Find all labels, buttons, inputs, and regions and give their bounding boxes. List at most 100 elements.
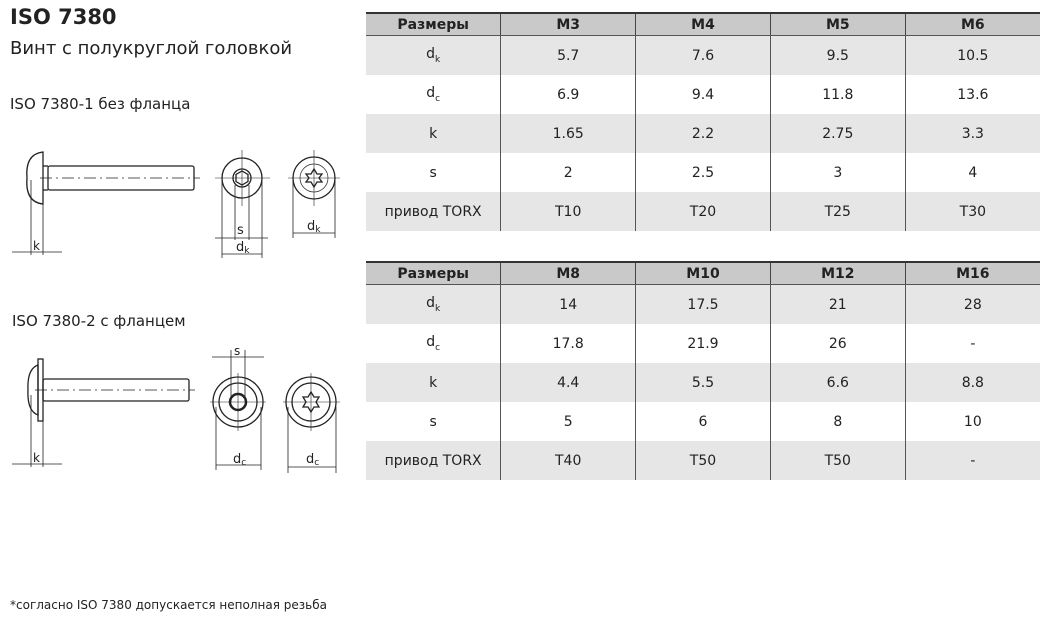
table-cell: 4.4 [500, 363, 636, 402]
row-label-text: привод TORX [384, 452, 482, 469]
column-header: M6 [904, 12, 1040, 36]
table-row: привод TORX T40 T50 T50- [366, 441, 1040, 480]
row-label-text: d [426, 295, 435, 312]
svg-text:k: k [33, 239, 40, 253]
row-label-text: d [426, 46, 435, 63]
svg-text:s: s [237, 223, 244, 238]
table-cell: 13.6 [904, 75, 1040, 114]
svg-text:dc: dc [306, 452, 319, 468]
row-label: s [366, 402, 501, 441]
row-label-text: k [429, 125, 438, 142]
table-cell: 2.5 [635, 153, 771, 192]
table-cell: T50 [635, 441, 771, 480]
table-cell: 5.7 [500, 35, 636, 75]
row-label-subscript: c [435, 342, 441, 353]
row-label-subscript: k [434, 54, 441, 65]
table-row: s 2 2.5 3 4 [366, 153, 1040, 192]
table-row: dk 5.7 7.6 9.5 10.5 [366, 35, 1040, 75]
page-title: ISO 7380 [10, 5, 117, 29]
column-header: M4 [635, 12, 771, 36]
screw-drawing-no-flange: k s dk dk [12, 150, 340, 258]
table-cell: 6.6 [769, 363, 906, 402]
table-cell: T40 [500, 441, 636, 480]
variant2-label: ISO 7380-2 с фланцем [12, 312, 186, 330]
table-row: k 4.4 5.5 6.6 8.8 [366, 363, 1040, 402]
column-header: M10 [635, 261, 771, 285]
table-cell: 26 [769, 324, 906, 363]
table-cell: 11.8 [769, 75, 906, 114]
table-cell: 4 [904, 153, 1040, 192]
row-label-subscript: c [435, 93, 441, 104]
table-cell: T50 [769, 441, 906, 480]
table-row: dc 17.8 21.9 26- [366, 324, 1040, 363]
table-cell: 9.4 [635, 75, 771, 114]
row-label-text: d [426, 85, 436, 102]
table-cell: 10.5 [904, 35, 1040, 75]
table-cell: T30 [904, 192, 1040, 231]
table-cell: T10 [500, 192, 636, 231]
table-cell: 2.75 [769, 114, 906, 153]
column-header: Размеры [366, 261, 501, 285]
table-row: dk 14 17.5 21 28 [366, 284, 1040, 324]
table-cell: 6 [635, 402, 771, 441]
dimensions-table-m8-m16: Размеры M8 M10 M12 M16 dk 14 17.5 21 28 dc 17.8 21.… [366, 261, 1040, 480]
row-label-text: k [429, 374, 438, 391]
table-cell: 21.9 [635, 324, 771, 363]
table-cell: 10 [904, 402, 1040, 441]
table-cell: 17.5 [635, 284, 771, 324]
dimensions-table-m3-m6: Размеры M3 M4 M5 M6 dk 5.7 7.6 9.5 10.5 dc 6.9 9.4 1… [366, 12, 1040, 231]
row-label: dk [366, 284, 501, 324]
svg-text:s: s [234, 345, 240, 358]
table-cell: 1.65 [500, 114, 636, 153]
svg-text:k: k [33, 451, 40, 465]
page-subtitle: Винт с полукруглой головкой [10, 38, 293, 59]
row-label-text: привод TORX [384, 203, 482, 220]
table-cell: T25 [769, 192, 906, 231]
row-label: k [366, 114, 501, 153]
table-row: привод TORX T10 T20 T25 T30 [366, 192, 1040, 231]
table-cell: 3 [769, 153, 906, 192]
table-cell: 8.8 [904, 363, 1040, 402]
table-cell: 17.8 [500, 324, 636, 363]
column-header: M12 [769, 261, 906, 285]
table-cell: 5.5 [635, 363, 771, 402]
table-cell: 2 [500, 153, 636, 192]
table-cell: 5 [500, 402, 636, 441]
table-cell: 8 [769, 402, 906, 441]
screw-drawing-flange: k s dc dc [12, 345, 340, 473]
row-label: dc [366, 75, 501, 114]
row-label: dk [366, 35, 501, 75]
table-cell: 14 [500, 284, 636, 324]
table-cell: 3.3 [904, 114, 1040, 153]
row-label: s [366, 153, 501, 192]
table-cell: - [904, 324, 1040, 363]
table-cell: 21 [769, 284, 906, 324]
variant1-label: ISO 7380-1 без фланца [10, 95, 191, 113]
table-cell: - [904, 441, 1040, 480]
table-row: k 1.65 2.2 2.75 3.3 [366, 114, 1040, 153]
table-cell: T20 [635, 192, 771, 231]
table-row: dc 6.9 9.4 11.8 13.6 [366, 75, 1040, 114]
row-label-subscript: k [434, 303, 441, 314]
column-header: M16 [904, 261, 1040, 285]
row-label: k [366, 363, 501, 402]
column-header: M5 [769, 12, 906, 36]
table-cell: 9.5 [769, 35, 906, 75]
table-cell: 6.9 [500, 75, 636, 114]
row-label-text: d [426, 334, 436, 351]
svg-text:dc: dc [233, 452, 246, 468]
column-header: Размеры [366, 12, 501, 36]
svg-text:dk: dk [236, 240, 250, 256]
table-cell: 28 [904, 284, 1040, 324]
row-label-text: s [429, 164, 437, 181]
footnote: *согласно ISO 7380 допускается неполная … [10, 598, 327, 612]
svg-text:dk: dk [307, 219, 321, 235]
row-label-text: s [429, 413, 437, 430]
row-label: привод TORX [366, 441, 501, 480]
table-row: s 5 6 8 10 [366, 402, 1040, 441]
column-header: M8 [500, 261, 636, 285]
table-cell: 7.6 [635, 35, 771, 75]
table-cell: 2.2 [635, 114, 771, 153]
column-header: M3 [500, 12, 636, 36]
row-label: привод TORX [366, 192, 501, 231]
